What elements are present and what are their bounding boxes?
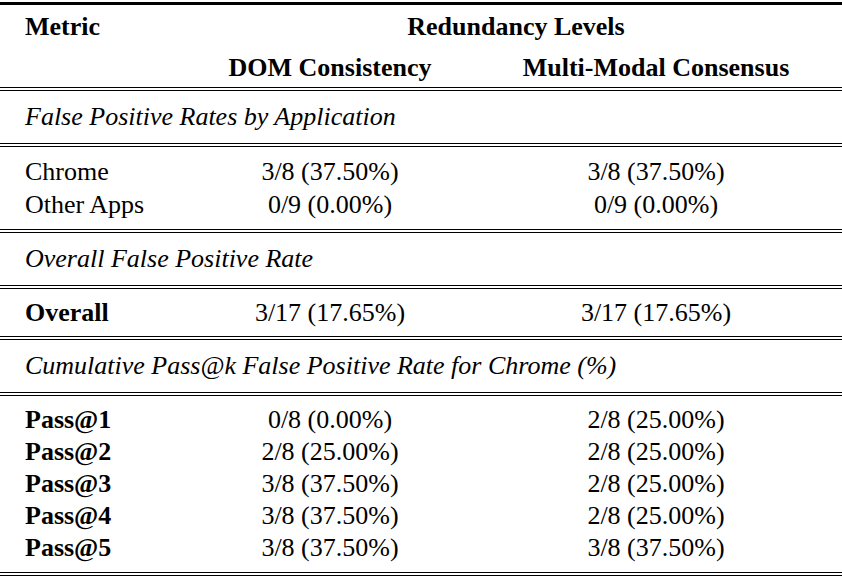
value-cell-dom: 0/9 (0.00%)	[190, 190, 470, 220]
metric-cell: Pass@4	[0, 501, 190, 531]
metric-cell: Pass@5	[0, 533, 190, 563]
section-title-fpr-by-application: False Positive Rates by Application	[0, 91, 842, 143]
table-row-pass3: Pass@3 3/8 (37.50%) 2/8 (25.00%)	[0, 468, 842, 500]
section-body-cumulative-passk: Pass@1 0/8 (0.00%) 2/8 (25.00%) Pass@2 2…	[0, 396, 842, 572]
table-row-other-apps: Other Apps 0/9 (0.00%) 0/9 (0.00%)	[0, 188, 842, 221]
metric-cell: Pass@1	[0, 405, 190, 435]
value-cell-multimodal: 3/8 (37.50%)	[470, 533, 842, 563]
value-cell-dom: 3/8 (37.50%)	[190, 469, 470, 499]
value-cell-dom: 3/17 (17.65%)	[190, 298, 470, 328]
section-body-overall-fpr: Overall 3/17 (17.65%) 3/17 (17.65%)	[0, 289, 842, 336]
table-header-columns-row: DOM Consistency Multi-Modal Consensus	[0, 49, 842, 87]
table-row-pass1: Pass@1 0/8 (0.00%) 2/8 (25.00%)	[0, 404, 842, 436]
column-header-metric: Metric	[0, 12, 190, 42]
value-cell-dom: 3/8 (37.50%)	[190, 501, 470, 531]
section-body-fpr-by-application: Chrome 3/8 (37.50%) 3/8 (37.50%) Other A…	[0, 147, 842, 229]
results-table: Metric Redundancy Levels DOM Consistency…	[0, 0, 842, 581]
table-row-chrome: Chrome 3/8 (37.50%) 3/8 (37.50%)	[0, 155, 842, 188]
section-title-overall-fpr: Overall False Positive Rate	[0, 233, 842, 285]
value-cell-multimodal: 3/8 (37.50%)	[470, 157, 842, 187]
metric-cell: Other Apps	[0, 190, 190, 220]
table-bottom-rule	[0, 572, 842, 576]
column-header-multi-modal-consensus: Multi-Modal Consensus	[470, 53, 842, 83]
value-cell-multimodal: 2/8 (25.00%)	[470, 469, 842, 499]
column-header-dom-consistency: DOM Consistency	[190, 53, 470, 83]
table-row-overall: Overall 3/17 (17.65%) 3/17 (17.65%)	[0, 296, 842, 329]
metric-cell: Overall	[0, 298, 190, 328]
value-cell-dom: 0/8 (0.00%)	[190, 405, 470, 435]
value-cell-multimodal: 0/9 (0.00%)	[470, 190, 842, 220]
metric-cell: Chrome	[0, 157, 190, 187]
table-header-group-row: Metric Redundancy Levels	[0, 5, 842, 49]
table-row-pass5: Pass@5 3/8 (37.50%) 3/8 (37.50%)	[0, 532, 842, 564]
value-cell-dom: 3/8 (37.50%)	[190, 157, 470, 187]
column-group-header: Redundancy Levels	[190, 12, 842, 42]
value-cell-dom: 3/8 (37.50%)	[190, 533, 470, 563]
metric-cell: Pass@2	[0, 437, 190, 467]
table-row-pass4: Pass@4 3/8 (37.50%) 2/8 (25.00%)	[0, 500, 842, 532]
value-cell-multimodal: 2/8 (25.00%)	[470, 501, 842, 531]
table-row-pass2: Pass@2 2/8 (25.00%) 2/8 (25.00%)	[0, 436, 842, 468]
metric-cell: Pass@3	[0, 469, 190, 499]
value-cell-multimodal: 3/17 (17.65%)	[470, 298, 842, 328]
value-cell-dom: 2/8 (25.00%)	[190, 437, 470, 467]
section-title-cumulative-passk: Cumulative Pass@k False Positive Rate fo…	[0, 340, 842, 392]
value-cell-multimodal: 2/8 (25.00%)	[470, 405, 842, 435]
value-cell-multimodal: 2/8 (25.00%)	[470, 437, 842, 467]
